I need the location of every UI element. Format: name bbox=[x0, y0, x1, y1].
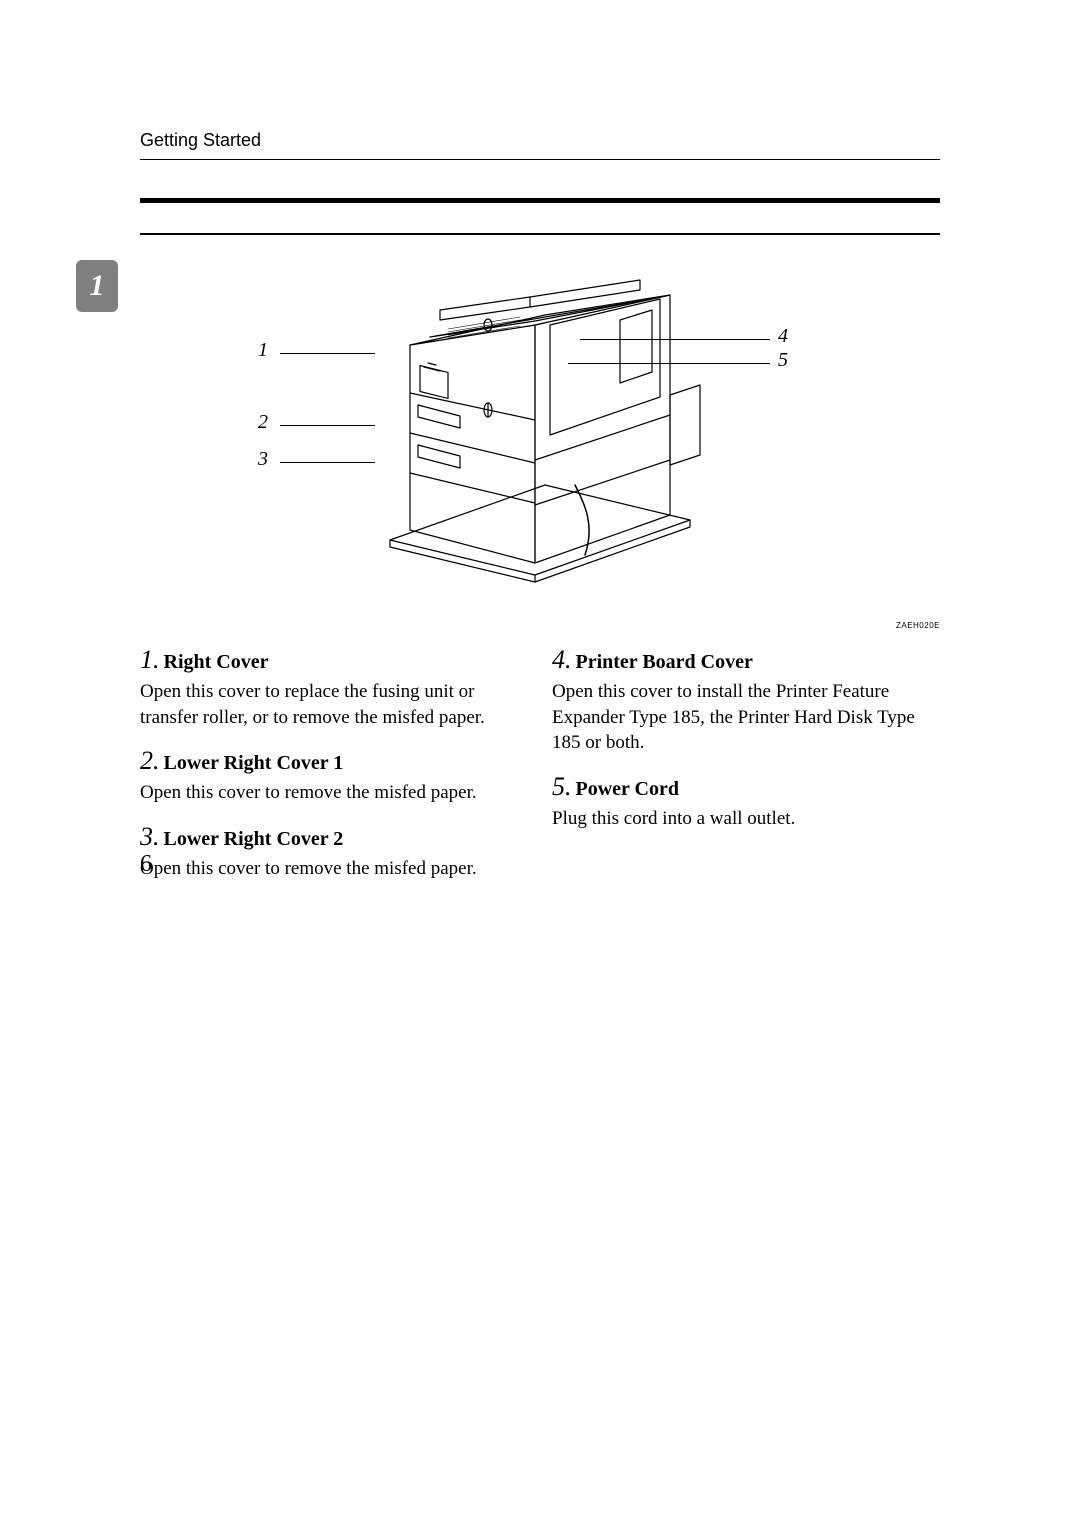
item-description: Open this cover to remove the misfed pap… bbox=[140, 856, 528, 882]
left-column: 1. Right Cover Open this cover to replac… bbox=[140, 645, 528, 898]
chapter-tab-number: 1 bbox=[90, 269, 105, 303]
item-description: Open this cover to remove the misfed pap… bbox=[140, 780, 528, 806]
diagram-area: 1 2 3 4 5 bbox=[140, 275, 940, 625]
item-number: 3. bbox=[140, 822, 160, 851]
item-description: Open this cover to install the Printer F… bbox=[552, 679, 940, 756]
callout-line-3 bbox=[280, 462, 375, 463]
item-3: 3. Lower Right Cover 2 Open this cover t… bbox=[140, 822, 528, 882]
item-2: 2. Lower Right Cover 1 Open this cover t… bbox=[140, 746, 528, 806]
figure-code: ZAEH020E bbox=[896, 621, 940, 630]
callout-left-1: 1 bbox=[258, 339, 268, 362]
callout-line-1 bbox=[280, 353, 375, 354]
item-number: 2. bbox=[140, 746, 160, 775]
item-number: 1. bbox=[140, 645, 160, 674]
callout-left-2: 2 bbox=[258, 411, 268, 434]
item-title: Printer Board Cover bbox=[576, 651, 753, 673]
item-1: 1. Right Cover Open this cover to replac… bbox=[140, 645, 528, 730]
callout-right-4: 4 bbox=[778, 325, 788, 348]
item-4: 4. Printer Board Cover Open this cover t… bbox=[552, 645, 940, 756]
item-description: Plug this cord into a wall outlet. bbox=[552, 806, 940, 832]
section-bar-top bbox=[140, 198, 940, 203]
callout-line-2 bbox=[280, 425, 375, 426]
printer-diagram-icon bbox=[370, 275, 710, 585]
description-columns: 1. Right Cover Open this cover to replac… bbox=[140, 645, 940, 898]
chapter-tab: 1 bbox=[76, 260, 118, 312]
item-title: Lower Right Cover 1 bbox=[164, 752, 344, 774]
header-rule bbox=[140, 159, 940, 160]
section-bar-bottom bbox=[140, 233, 940, 235]
page-number: 6 bbox=[140, 851, 152, 878]
right-column: 4. Printer Board Cover Open this cover t… bbox=[552, 645, 940, 898]
item-title: Right Cover bbox=[164, 651, 269, 673]
item-number: 5. bbox=[552, 772, 572, 801]
item-description: Open this cover to replace the fusing un… bbox=[140, 679, 528, 730]
page-container: Getting Started 1 1 2 3 4 5 bbox=[0, 0, 1080, 958]
item-number: 4. bbox=[552, 645, 572, 674]
item-title: Power Cord bbox=[576, 778, 680, 800]
callout-left-3: 3 bbox=[258, 448, 268, 471]
item-title: Lower Right Cover 2 bbox=[164, 828, 344, 850]
callout-right-5: 5 bbox=[778, 349, 788, 372]
header-section-label: Getting Started bbox=[140, 130, 940, 151]
item-5: 5. Power Cord Plug this cord into a wall… bbox=[552, 772, 940, 832]
